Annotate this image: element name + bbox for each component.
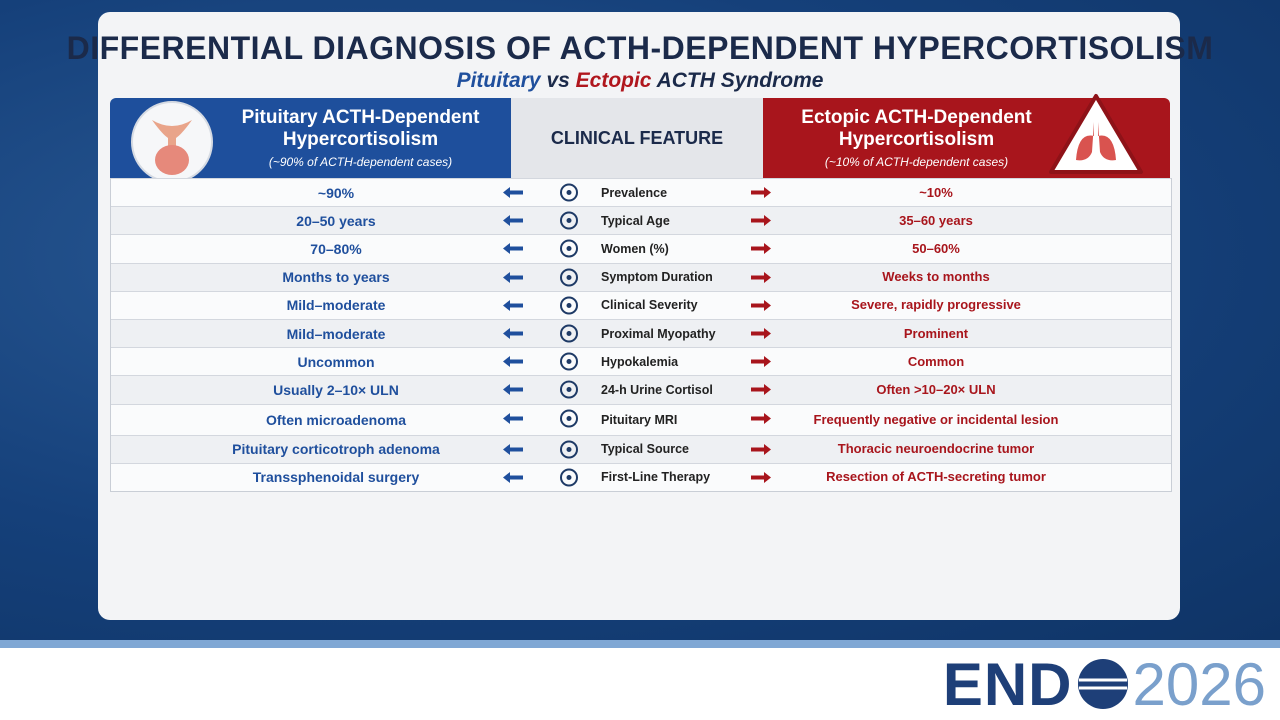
feature-name: Proximal Myopathy [601,326,716,341]
ectopic-value: Resection of ACTH-secreting tumor [826,469,1046,485]
pituitary-value: 20–50 years [296,212,376,229]
left-arrow [503,356,523,368]
table-row: Mild–moderate Clinical Severity Severe, ra… [111,290,1171,319]
feature-icon [560,296,578,315]
feature-icon [560,268,578,287]
table-row: Usually 2–10× ULN 24-h Urine Cortisol Ofte… [111,375,1171,404]
table-row: Often microadenoma Pituitary MRI Frequentl… [111,403,1171,435]
right-arrow [751,299,771,311]
pituitary-value: Mild–moderate [286,325,386,342]
left-arrow [503,243,523,255]
feature-icon [560,440,578,458]
table-row: Transsphenoidal surgery First-Line Therap… [111,462,1171,491]
logo-globe [1077,659,1128,709]
header-title: Ectopic ACTH-Dependent Hypercortisolism [801,107,1032,150]
ectopic-value: Frequently negative or incidental lesion [813,411,1059,427]
ectopic-value: Thoracic neuroendocrine tumor [837,441,1035,457]
left-arrow [503,384,523,396]
feature-icon [560,352,578,371]
left-arrow [503,271,523,283]
ectopic-value: Weeks to months [882,269,990,285]
ectopic-value: Common [907,353,965,369]
ectopic-value: Prominent [903,325,969,341]
slide-subtitle: Pituitary vs Ectopic ACTH Syndrome [0,69,1280,93]
feature-name: Symptom Duration [601,270,713,285]
left-arrow [503,443,523,455]
feature-icon [560,211,578,230]
feature-icon [560,324,578,343]
feature-icon [560,468,578,487]
divider [0,640,1280,648]
table-row: 70–80% Women (%) 50–60% [111,234,1171,263]
right-arrow [751,327,771,339]
ectopic-value: 35–60 years [899,212,973,228]
pituitary-value: Months to years [282,269,390,286]
right-arrow [751,271,771,283]
left-arrow [503,412,523,424]
pituitary-value: Pituitary corticotroph adenoma [232,441,440,458]
table-row: ~90% Prevalence ~10% [111,178,1171,207]
feature-name: Women (%) [601,241,669,256]
feature-icon [560,409,578,427]
feature-name: Clinical Severity [601,298,698,313]
pituitary-value: Often microadenoma [265,411,407,428]
left-arrow [503,327,523,339]
right-arrow [751,356,771,368]
logo: END 2026 [942,650,1266,718]
right-arrow [751,384,771,396]
right-arrow [751,471,771,483]
pituitary-value: Usually 2–10× ULN [273,381,399,398]
ectopic-value: Often >10–20× ULN [876,381,996,397]
left-arrow [503,215,523,227]
feature-name: Hypokalemia [601,354,679,369]
logo-brand: END [942,650,1073,718]
feature-icon [560,239,578,258]
feature-name: Typical Age [601,213,670,228]
logo-year: 2026 [1132,650,1266,718]
pituitary-value: Mild–moderate [286,297,386,314]
subtitle-part: ACTH Syndrome [656,69,824,92]
right-arrow [751,187,771,198]
pituitary-value: Transsphenoidal surgery [252,469,420,486]
right-arrow [751,412,771,424]
header-title: Pituitary ACTH-Dependent Hypercortisolis… [241,107,480,150]
left-arrow [503,187,523,198]
right-arrow [751,215,771,227]
feature-name: First-Line Therapy [601,470,711,485]
table-row: Pituitary corticotroph adenoma Typical So… [111,434,1171,463]
left-arrow [503,299,523,311]
feature-name: Pituitary MRI [601,412,678,427]
right-arrow [751,243,771,255]
table-row: Mild–moderate Proximal Myopathy Prominent [111,318,1171,348]
right-arrow [751,443,771,455]
pituitary-icon [131,101,213,183]
lungs-icon [1049,94,1143,174]
table-row: Uncommon Hypokalemia Common [111,347,1171,376]
pituitary-value: Uncommon [297,353,375,370]
ectopic-value: 50–60% [912,240,960,256]
feature-name: Prevalence [601,185,668,200]
table-row: Months to years Symptom Duration Weeks to … [111,262,1171,291]
comparison-table: ~90% Prevalence ~10% 20–50 years Typical Age… [110,178,1172,492]
ectopic-value: Severe, rapidly progressive [851,297,1021,313]
header-note: (~10% of ACTH-dependent cases) [824,155,1009,169]
subtitle-part: Pituitary [456,69,541,92]
pituitary-value: ~90% [317,184,355,201]
header-note: (~90% of ACTH-dependent cases) [268,155,453,169]
feature-icon [560,183,578,202]
left-arrow [503,471,523,483]
subtitle-part: vs [546,69,570,92]
feature-icon [560,380,578,399]
center-header: CLINICAL FEATURE [511,98,763,178]
slide-title: DIFFERENTIAL DIAGNOSIS OF ACTH-DEPENDENT… [66,30,1214,66]
table-row: 20–50 years Typical Age 35–60 years [111,206,1171,235]
feature-name: 24-h Urine Cortisol [601,382,713,397]
pituitary-value: 70–80% [310,240,362,257]
feature-name: Typical Source [601,442,689,457]
ectopic-value: ~10% [919,184,953,200]
subtitle-part: Ectopic [575,69,652,92]
